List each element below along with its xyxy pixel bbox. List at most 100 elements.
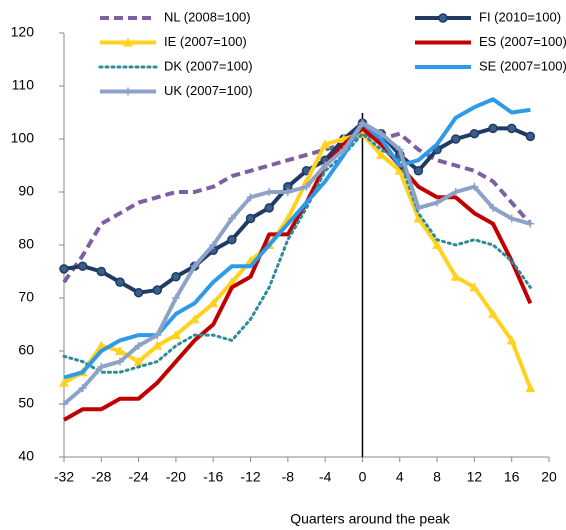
legend-marker xyxy=(124,87,132,96)
marker xyxy=(60,400,68,408)
x-tick-label: -16 xyxy=(203,469,223,485)
x-tick-label: 16 xyxy=(504,469,520,485)
marker xyxy=(488,308,499,318)
marker xyxy=(283,188,292,196)
marker xyxy=(171,294,180,302)
legend-label: IE (2007=100) xyxy=(164,34,247,49)
marker xyxy=(302,182,311,191)
marker xyxy=(451,188,460,196)
marker xyxy=(469,128,480,139)
marker xyxy=(152,285,163,295)
marker xyxy=(488,123,498,134)
x-tick-label: -24 xyxy=(128,469,148,485)
series-line xyxy=(63,121,532,295)
marker xyxy=(433,198,442,207)
x-tick-label: 4 xyxy=(396,469,404,485)
marker xyxy=(506,335,517,345)
marker xyxy=(97,362,106,371)
marker xyxy=(432,240,443,249)
marker xyxy=(209,241,218,249)
marker xyxy=(377,129,386,138)
legend-label: NL (2008=100) xyxy=(164,9,251,24)
marker xyxy=(134,341,143,350)
x-tick-label: 20 xyxy=(541,469,557,485)
y-tick-label: 80 xyxy=(18,236,34,252)
series-line xyxy=(62,132,532,374)
marker xyxy=(525,383,536,393)
series-line xyxy=(63,131,533,389)
x-tick-label: -4 xyxy=(319,469,332,485)
x-tick-label: -32 xyxy=(54,469,74,485)
y-tick-label: 90 xyxy=(18,183,34,199)
marker xyxy=(59,264,69,274)
marker xyxy=(506,123,517,134)
marker xyxy=(77,261,88,271)
marker xyxy=(413,213,424,223)
y-tick-label: 60 xyxy=(18,342,34,358)
marker xyxy=(245,213,256,224)
legend-label: UK (2007=100) xyxy=(164,83,253,98)
legend-marker xyxy=(123,37,133,47)
marker xyxy=(469,282,480,292)
legend-marker xyxy=(438,13,448,23)
marker xyxy=(96,266,107,277)
legend-label: ES (2007=100) xyxy=(479,34,566,49)
marker xyxy=(264,203,274,213)
x-tick-label: -12 xyxy=(240,469,260,485)
marker xyxy=(321,161,330,170)
marker xyxy=(507,214,516,223)
marker xyxy=(358,119,367,128)
marker xyxy=(265,188,274,196)
marker xyxy=(450,271,461,281)
marker xyxy=(171,272,181,282)
marker xyxy=(227,234,237,245)
marker xyxy=(320,139,331,149)
x-tick-label: -8 xyxy=(282,469,295,485)
marker xyxy=(153,331,162,340)
y-tick-label: 110 xyxy=(12,77,35,93)
marker xyxy=(115,277,125,287)
marker xyxy=(59,377,69,387)
series-line xyxy=(62,131,532,284)
series-line xyxy=(62,121,531,406)
x-tick-label: 12 xyxy=(467,469,483,485)
y-tick-label: 40 xyxy=(18,448,34,464)
marker xyxy=(227,214,236,223)
marker xyxy=(170,330,181,340)
x-tick-label: -20 xyxy=(166,469,186,485)
marker xyxy=(413,166,424,176)
x-tick-label: 8 xyxy=(433,469,441,485)
y-tick-label: 120 xyxy=(11,24,35,40)
marker xyxy=(414,203,423,212)
legend-label: FI (2010=100) xyxy=(479,9,561,24)
marker xyxy=(189,314,200,324)
marker xyxy=(152,340,163,350)
marker xyxy=(78,384,87,393)
legend-label: SE (2007=100) xyxy=(479,58,566,73)
series-line xyxy=(63,97,531,380)
marker xyxy=(450,134,461,144)
marker xyxy=(470,182,479,191)
x-axis-label: Quarters around the peak xyxy=(290,511,451,527)
marker xyxy=(246,193,255,202)
marker xyxy=(376,149,387,159)
marker xyxy=(114,346,125,355)
marker xyxy=(133,287,144,298)
marker xyxy=(208,298,219,308)
marker xyxy=(394,165,405,175)
marker xyxy=(489,203,498,212)
y-tick-label: 70 xyxy=(18,289,34,305)
marker xyxy=(395,145,404,154)
marker xyxy=(133,356,144,366)
x-tick-label: -28 xyxy=(91,469,111,485)
marker xyxy=(339,145,348,154)
legend-label: DK (2007=100) xyxy=(164,58,253,73)
series-line xyxy=(63,126,533,422)
marker xyxy=(190,262,199,271)
marker xyxy=(526,219,535,228)
marker xyxy=(115,357,124,366)
y-tick-label: 100 xyxy=(11,130,35,146)
x-tick-label: 0 xyxy=(359,469,367,485)
